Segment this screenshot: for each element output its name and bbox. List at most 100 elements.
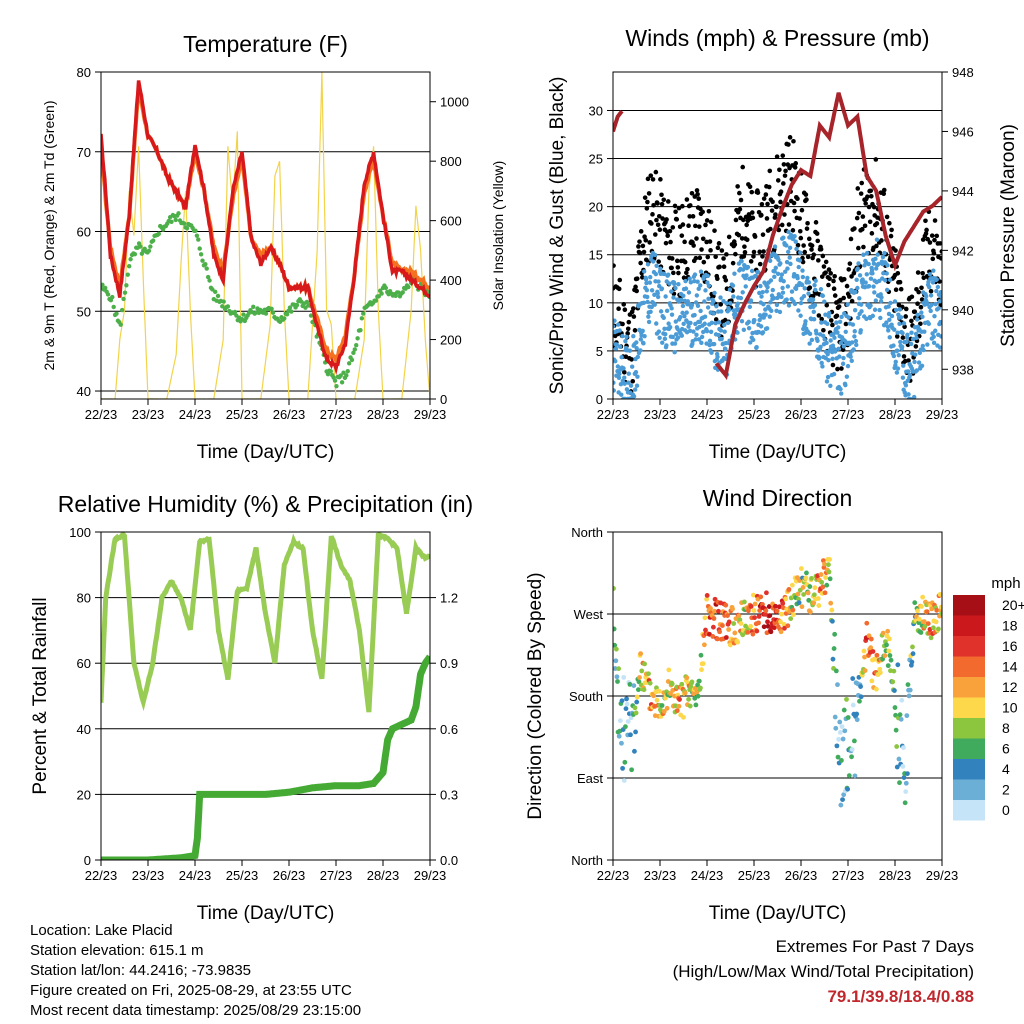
direction-point — [632, 748, 637, 754]
gust-point — [871, 204, 877, 210]
wind-point — [649, 288, 655, 293]
dewpoint-point — [341, 370, 346, 375]
wind-point — [745, 264, 751, 270]
gust-point — [843, 321, 849, 327]
wind-point — [880, 254, 886, 260]
gust-point — [647, 240, 652, 245]
wind-point — [666, 272, 671, 277]
direction-point — [838, 802, 844, 808]
wind-point — [658, 309, 664, 314]
gust-point — [774, 154, 780, 159]
location-text: Location: Lake Placid — [30, 922, 173, 939]
y-tick-label-right: 600 — [440, 214, 462, 229]
gust-point — [887, 220, 892, 226]
direction-point — [905, 682, 911, 688]
gust-point — [795, 196, 800, 202]
wind-point — [767, 314, 772, 319]
wind-point — [857, 296, 862, 301]
wind-point — [843, 382, 848, 388]
gust-point — [693, 223, 698, 229]
dewpoint-point — [215, 293, 221, 299]
direction-point — [833, 725, 839, 731]
wind-point — [680, 303, 686, 309]
gust-point — [827, 276, 832, 281]
dewpoint-point — [349, 357, 355, 363]
gust-point — [881, 191, 887, 197]
direction-point — [902, 800, 908, 806]
gust-point — [900, 335, 906, 340]
gust-point — [803, 192, 809, 197]
wind-point — [620, 333, 625, 339]
wind-point — [899, 344, 905, 349]
wind-point — [861, 252, 866, 257]
gust-point — [658, 177, 663, 182]
wind-point — [818, 344, 823, 350]
wind-point — [760, 290, 765, 295]
direction-point — [839, 724, 845, 730]
wind-point — [772, 274, 777, 280]
direction-point — [921, 619, 927, 625]
dewpoint-point — [205, 274, 211, 280]
wind-point — [921, 347, 926, 353]
wind-point — [619, 392, 624, 397]
direction-point — [695, 693, 701, 699]
wind-point — [759, 294, 764, 299]
wind-point — [662, 326, 667, 332]
gust-point — [895, 271, 901, 276]
gust-point — [766, 184, 772, 190]
wind-point — [687, 276, 692, 281]
wind-point — [672, 341, 678, 346]
wind-point — [925, 342, 930, 347]
gust-point — [867, 219, 873, 225]
direction-point — [774, 608, 780, 614]
wind-point — [646, 319, 652, 325]
gust-point — [684, 197, 690, 202]
wind-point — [617, 344, 623, 349]
dewpoint-point — [124, 283, 129, 288]
wind-point — [846, 315, 851, 320]
gust-point — [680, 222, 686, 227]
direction-point — [800, 585, 806, 590]
direction-point — [726, 619, 732, 625]
dewpoint-point — [103, 285, 108, 291]
pressure-line — [613, 110, 624, 133]
wind-point — [934, 277, 939, 282]
gust-point — [915, 270, 921, 275]
chart-title-3: Wind Direction — [703, 485, 853, 511]
gust-point — [687, 203, 693, 208]
direction-point — [835, 754, 841, 760]
wind-point — [725, 320, 731, 325]
direction-point — [782, 625, 787, 631]
direction-point — [886, 636, 892, 642]
gust-point — [798, 235, 804, 241]
wind-point — [812, 303, 818, 308]
direction-point — [634, 694, 640, 700]
gust-point — [828, 271, 834, 276]
gust-point — [715, 276, 720, 282]
y-tick-label-right: 1.2 — [440, 591, 458, 606]
gust-point — [759, 212, 764, 218]
direction-point — [846, 773, 852, 778]
wind-point — [706, 296, 711, 301]
direction-point — [811, 600, 817, 606]
gust-point — [696, 196, 702, 201]
wind-point — [613, 346, 619, 351]
wind-point — [684, 310, 689, 315]
extremes-subtitle: (High/Low/Max Wind/Total Precipitation) — [672, 962, 974, 981]
y-tick-label-right: 0.3 — [440, 787, 458, 802]
wind-point — [938, 289, 942, 295]
wind-point — [938, 319, 942, 325]
station-info: Location: Lake Placid Station elevation:… — [30, 921, 361, 1021]
wind-point — [652, 292, 657, 298]
gust-point — [765, 201, 770, 207]
wind-point — [819, 320, 824, 325]
wind-point — [661, 271, 667, 277]
wind-point — [826, 314, 832, 319]
direction-point — [788, 616, 794, 622]
wind-point — [924, 301, 930, 307]
wind-point — [749, 268, 755, 274]
y-axis-label-right: Station Pressure (Maroon) — [998, 124, 1019, 347]
direction-point — [737, 617, 743, 623]
y-tick-label-right: 940 — [952, 303, 974, 318]
wind-point — [617, 328, 622, 333]
